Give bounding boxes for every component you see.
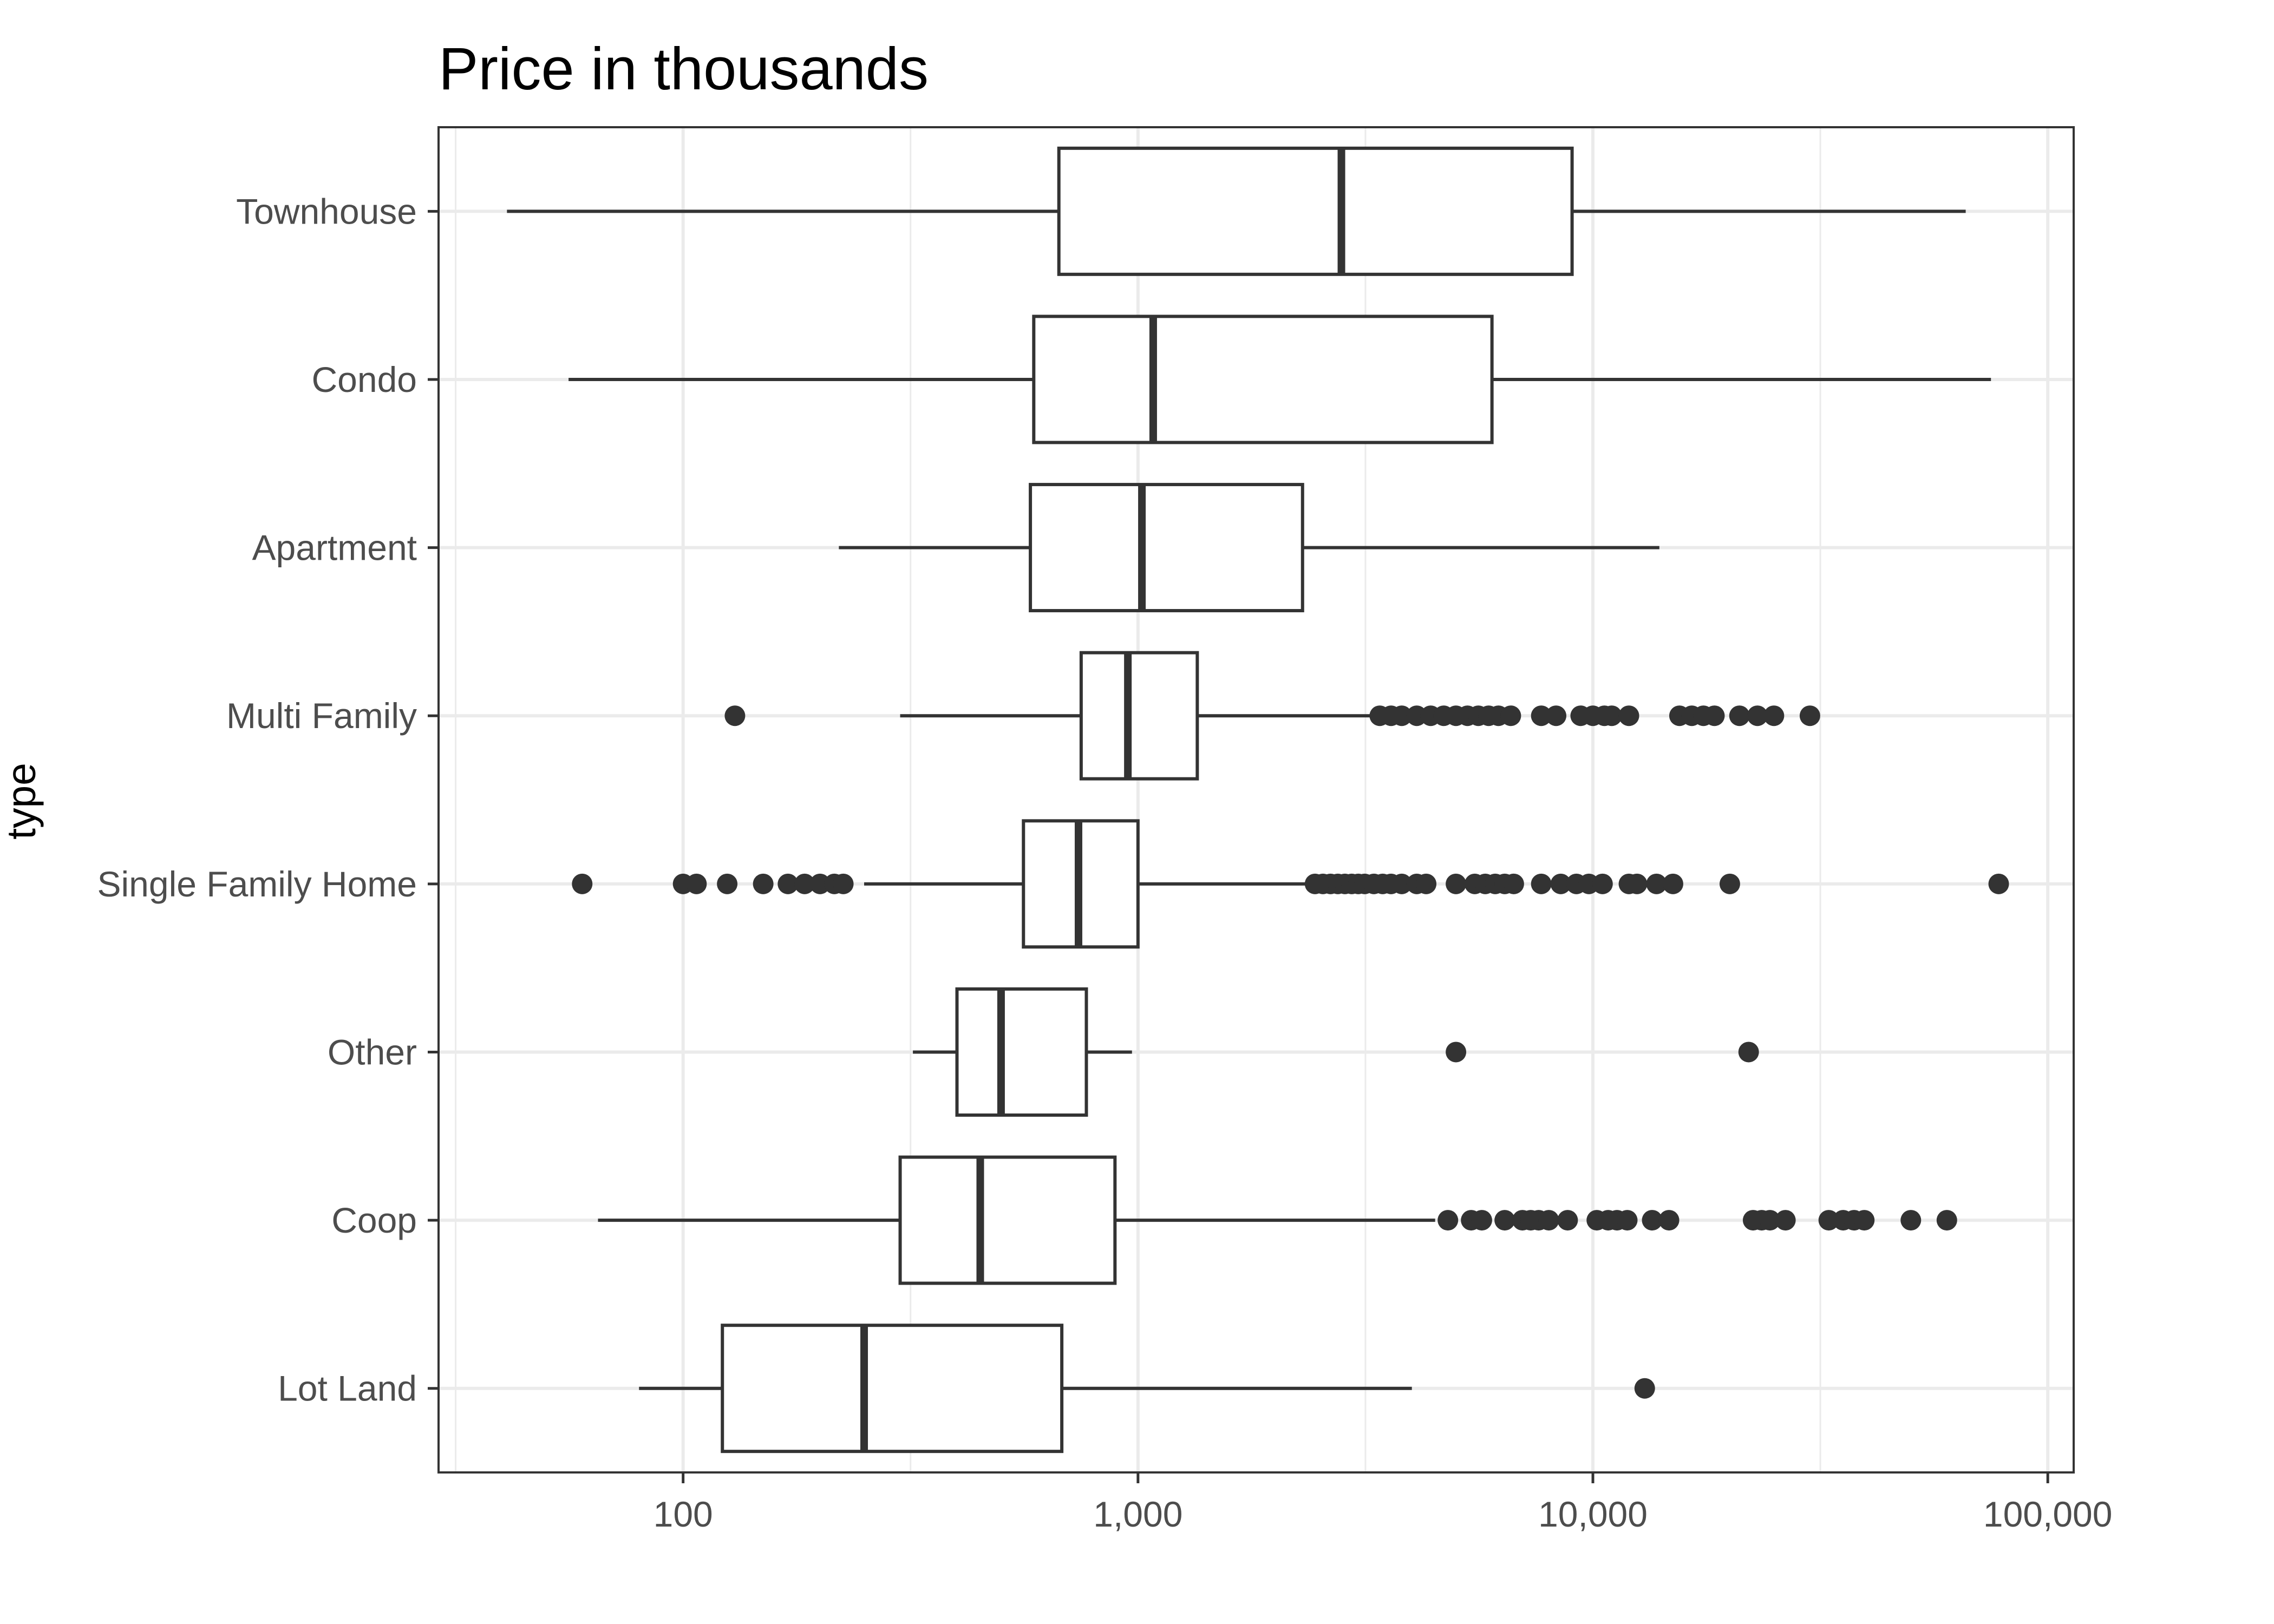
iqr-box	[721, 1324, 1064, 1453]
outlier-point	[1988, 873, 2009, 894]
outlier-point	[1763, 705, 1785, 726]
outlier-point	[1729, 705, 1750, 726]
y-tick-label: Townhouse	[236, 191, 417, 231]
y-tick-label: Multi Family	[226, 696, 417, 736]
iqr-box	[1057, 146, 1574, 276]
outlier-point	[572, 873, 593, 894]
outlier-point	[1503, 873, 1524, 894]
outlier-point	[1550, 873, 1571, 894]
y-tick-label: Apartment	[252, 528, 417, 568]
outlier-point	[1747, 705, 1768, 726]
y-tick-label: Condo	[312, 359, 417, 400]
outlier-point	[1538, 1210, 1559, 1231]
box-group	[639, 1324, 1655, 1453]
iqr-box	[1032, 315, 1494, 444]
outlier-point	[753, 873, 774, 894]
box-group	[913, 987, 1759, 1117]
outlier-point	[1557, 1210, 1578, 1231]
x-tick-label: 100,000	[1983, 1494, 2113, 1534]
outlier-point	[1775, 1210, 1796, 1231]
panel-border	[437, 126, 2075, 1474]
outlier-point	[1601, 705, 1622, 726]
box-group	[568, 315, 1991, 444]
outlier-point	[724, 705, 746, 726]
outlier-point	[1494, 1210, 1515, 1231]
outlier-point	[1799, 705, 1820, 726]
box-group	[724, 651, 1820, 781]
outlier-point	[1618, 705, 1639, 726]
outlier-point	[833, 873, 854, 894]
outlier-point	[1759, 1210, 1780, 1231]
outlier-point	[1818, 1210, 1839, 1231]
outlier-point	[1446, 1042, 1467, 1063]
outlier-point	[809, 873, 831, 894]
box-group	[572, 819, 2009, 949]
outlier-point	[1900, 1210, 1922, 1231]
outlier-point	[1531, 705, 1552, 726]
iqr-box	[1079, 651, 1199, 781]
x-tick-label: 10,000	[1538, 1494, 1648, 1534]
outlier-point	[794, 873, 815, 894]
iqr-box	[955, 987, 1088, 1117]
outlier-point	[1854, 1210, 1875, 1231]
outlier-point	[686, 873, 707, 894]
x-tick-label: 1,000	[1093, 1494, 1182, 1534]
outlier-point	[1531, 873, 1552, 894]
outlier-point	[1391, 873, 1412, 894]
x-tick-label: 100	[654, 1494, 713, 1534]
outlier-point	[717, 873, 738, 894]
y-tick-label: Lot Land	[278, 1368, 417, 1409]
box-group	[839, 483, 1659, 613]
chart-title: Price in thousands	[439, 36, 929, 102]
y-tick-label: Other	[328, 1032, 417, 1072]
outlier-point	[1658, 1210, 1680, 1231]
box-group	[598, 1155, 1957, 1285]
y-tick-label: Coop	[331, 1200, 417, 1240]
outlier-point	[1936, 1210, 1957, 1231]
outlier-point	[1738, 1042, 1759, 1063]
y-axis-title: type	[0, 763, 44, 840]
outlier-point	[1662, 873, 1683, 894]
outlier-point	[1416, 873, 1437, 894]
outlier-point	[1446, 873, 1467, 894]
outlier-point	[1719, 873, 1740, 894]
outlier-point	[1500, 705, 1521, 726]
x-axis: 100 1,000 10,000 100,000	[654, 1472, 2113, 1534]
outlier-point	[1634, 1378, 1655, 1399]
outlier-point	[1592, 873, 1613, 894]
outlier-point	[1626, 873, 1648, 894]
plot-panel	[437, 126, 2075, 1474]
iqr-box	[1029, 483, 1304, 613]
iqr-box	[898, 1155, 1117, 1285]
outlier-point	[1704, 705, 1725, 726]
outlier-point	[1617, 1210, 1638, 1231]
outlier-point	[1391, 705, 1412, 726]
outlier-point	[1546, 705, 1567, 726]
outlier-point	[1642, 1210, 1663, 1231]
y-axis: Townhouse Condo Apartment Multi Family Singl…	[97, 191, 439, 1409]
outlier-point	[1646, 873, 1667, 894]
outlier-point	[1437, 1210, 1459, 1231]
y-tick-label: Single Family Home	[97, 864, 417, 904]
outlier-point	[777, 873, 799, 894]
outlier-point	[1471, 1210, 1492, 1231]
box-group	[507, 146, 1966, 276]
